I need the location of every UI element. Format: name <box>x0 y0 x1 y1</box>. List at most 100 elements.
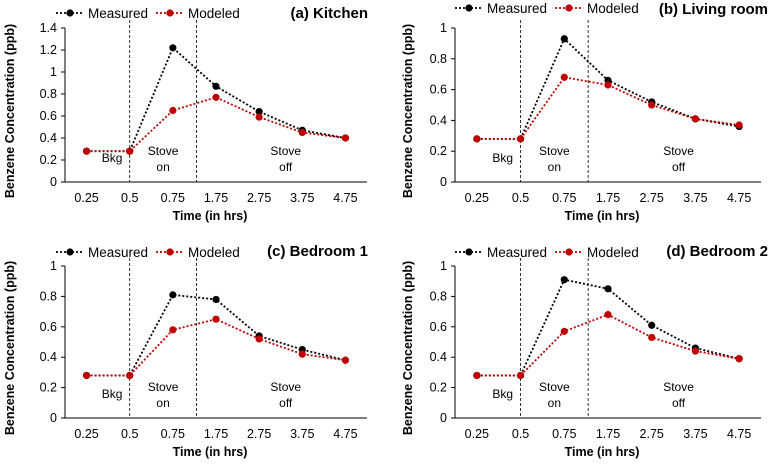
data-point-modeled <box>473 135 481 143</box>
y-tick-label: 0.6 <box>40 320 57 334</box>
y-axis-title: Benzene Concentration (ppb) <box>3 261 17 435</box>
legend-label-measured: Measured <box>487 245 547 260</box>
panel-title: (c) Bedroom 1 <box>267 243 368 260</box>
y-tick-label: 0 <box>440 175 447 189</box>
data-point-modeled <box>212 93 220 101</box>
phase-annotation-line1: Stove <box>270 380 301 394</box>
chart-panel-3: 0 0.2 0.4 0.6 0.8 1 0.25 0.5 0.75 1.75 2.75 3.75 4.7… <box>3 243 368 459</box>
legend-marker-measured <box>465 4 473 12</box>
data-point-modeled <box>604 81 612 89</box>
x-axis-title: Time (in hrs) <box>173 209 248 223</box>
legend-label-measured: Measured <box>88 245 148 260</box>
legend-label-modeled: Modeled <box>188 6 240 21</box>
chart-panel-4: 0 0.2 0.4 0.6 0.8 1 0.25 0.5 0.75 1.75 2.75 3.75 4.7… <box>401 243 768 459</box>
phase-annotation-line1: Stove <box>270 144 301 158</box>
phase-annotation-line1: Stove <box>663 144 694 158</box>
data-point-measured <box>604 285 612 293</box>
legend-marker-modeled <box>166 248 174 256</box>
panel-title: (d) Bedroom 2 <box>666 243 768 260</box>
x-tick-label: 2.75 <box>640 427 664 441</box>
x-tick-label: 0.75 <box>552 427 576 441</box>
data-point-modeled <box>169 106 177 115</box>
y-tick-label: 1 <box>440 21 447 35</box>
data-point-measured <box>169 291 177 299</box>
phase-annotation-line1: Bkg <box>492 151 513 165</box>
data-point-modeled <box>82 147 91 155</box>
series-line-measured <box>476 278 740 377</box>
data-point-modeled <box>169 326 177 334</box>
data-point-modeled <box>648 101 656 109</box>
data-point-modeled <box>341 134 350 142</box>
legend-label-modeled: Modeled <box>587 1 639 16</box>
x-tick-label: 0.75 <box>161 191 185 205</box>
x-tick-label: 3.75 <box>290 191 314 205</box>
data-point-modeled <box>516 371 525 380</box>
phase-annotation-line1: Stove <box>539 380 570 394</box>
data-point-modeled <box>341 356 350 364</box>
phase-annotation-line2: on <box>548 396 561 410</box>
x-tick-label: 2.75 <box>247 427 271 441</box>
x-tick-label: 3.75 <box>683 427 707 441</box>
x-tick-label: 0.75 <box>161 427 185 441</box>
data-point-modeled <box>735 121 743 129</box>
phase-annotation-line1: Stove <box>539 144 570 158</box>
phase-annotation-line1: Bkg <box>492 387 513 401</box>
x-tick-label: 0.5 <box>121 191 138 205</box>
legend-marker-modeled <box>565 248 573 256</box>
data-point-modeled <box>255 335 263 343</box>
phase-annotation-line2: off <box>279 160 293 174</box>
phase-annotation-line2: on <box>548 160 561 174</box>
y-tick-label: 0.4 <box>40 131 57 145</box>
y-tick-label: 0.4 <box>430 113 447 127</box>
x-tick-label: 0.25 <box>74 191 98 205</box>
data-point-measured <box>648 321 656 329</box>
series-line-measured <box>86 293 346 377</box>
y-tick-label: 0.8 <box>430 289 447 303</box>
data-point-measured <box>212 295 220 304</box>
series-line-measured <box>476 37 740 140</box>
data-point-measured <box>212 82 220 90</box>
y-tick-label: 0 <box>50 175 57 189</box>
x-tick-label: 4.75 <box>333 427 357 441</box>
phase-annotation-line2: on <box>156 160 169 174</box>
data-point-measured <box>255 108 263 116</box>
data-point-measured <box>169 44 177 52</box>
chart-panel-2: 0 0.2 0.4 0.6 0.8 1 0.25 0.5 0.75 1.75 2.75 3.75 4.7… <box>401 1 768 223</box>
x-axis-title: Time (in hrs) <box>173 445 248 459</box>
y-tick-label: 0 <box>440 411 447 425</box>
y-axis-title: Benzene Concentration (ppb) <box>3 24 17 198</box>
data-point-modeled <box>473 371 481 380</box>
x-tick-label: 2.75 <box>640 191 664 205</box>
y-tick-label: 0.6 <box>430 83 447 97</box>
data-point-modeled <box>126 147 134 155</box>
data-point-modeled <box>691 347 700 355</box>
series-line-modeled <box>86 318 346 377</box>
chart-panel-1: 0 0.2 0.4 0.6 0.8 1 1.2 1.4 0.25 0.5 0.75 1.75 2.75 3… <box>3 5 368 223</box>
x-axis-title: Time (in hrs) <box>565 209 640 223</box>
phase-annotation-line1: Stove <box>663 380 694 394</box>
y-tick-label: 1 <box>440 259 447 273</box>
phase-annotation-line2: off <box>279 396 293 410</box>
y-tick-label: 0.2 <box>40 381 57 395</box>
x-tick-label: 0.5 <box>512 191 529 205</box>
y-tick-label: 1 <box>50 65 57 79</box>
y-tick-label: 0.2 <box>40 153 57 167</box>
x-tick-label: 0.5 <box>512 427 529 441</box>
data-point-modeled <box>560 327 568 335</box>
y-tick-label: 0.6 <box>40 109 57 123</box>
y-tick-label: 1.4 <box>40 21 57 35</box>
x-tick-label: 3.75 <box>683 191 707 205</box>
data-point-measured <box>560 276 568 284</box>
y-tick-label: 0.2 <box>430 144 447 158</box>
phase-annotation-line2: on <box>156 396 169 410</box>
legend-marker-measured <box>66 9 74 17</box>
x-tick-label: 1.75 <box>596 427 620 441</box>
x-tick-label: 0.25 <box>465 427 489 441</box>
legend-marker-measured <box>66 248 74 256</box>
x-tick-label: 0.5 <box>121 427 138 441</box>
panel-title: (b) Living room <box>659 1 768 18</box>
data-point-modeled <box>255 113 263 121</box>
y-tick-label: 1.2 <box>40 43 57 57</box>
data-point-modeled <box>212 315 220 323</box>
series-line-modeled <box>476 313 740 377</box>
